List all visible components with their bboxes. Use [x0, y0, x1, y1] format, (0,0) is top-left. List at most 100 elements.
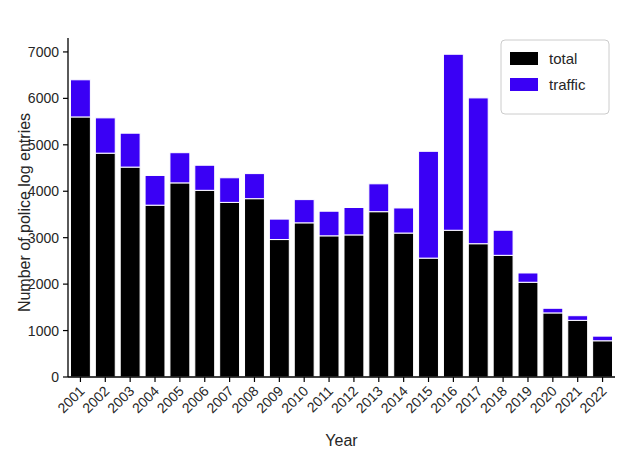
bar	[394, 233, 414, 377]
bar	[518, 282, 538, 377]
x-tick-label: 2002	[79, 383, 112, 416]
y-tick	[63, 237, 68, 238]
x-tick-label: 2013	[353, 383, 386, 416]
bar	[120, 167, 140, 377]
bar	[593, 336, 613, 341]
bar	[369, 184, 389, 212]
bar	[443, 230, 463, 377]
chart-root: 0100020003000400050006000700020012002200…	[0, 0, 639, 461]
y-tick	[63, 330, 68, 331]
x-tick-label: 2006	[179, 383, 212, 416]
x-tick	[279, 377, 280, 382]
x-tick	[602, 377, 603, 382]
bar	[145, 175, 165, 205]
chart-svg: 0100020003000400050006000700020012002200…	[0, 0, 639, 461]
bar	[319, 211, 339, 236]
x-tick	[527, 377, 528, 382]
bar	[269, 219, 289, 239]
x-tick	[478, 377, 479, 382]
bar	[394, 208, 414, 233]
x-tick-label: 2014	[377, 383, 410, 416]
x-tick	[229, 377, 230, 382]
bar	[319, 236, 339, 377]
bar	[543, 308, 563, 313]
legend-label: traffic	[549, 76, 586, 93]
x-tick-label: 2022	[576, 383, 609, 416]
bar	[468, 98, 488, 244]
x-tick	[154, 377, 155, 382]
y-tick-label: 6000	[28, 90, 59, 106]
y-tick	[63, 144, 68, 145]
legend: total traffic	[501, 40, 609, 114]
bar	[493, 255, 513, 377]
y-tick-label: 7000	[28, 44, 59, 60]
bar	[220, 202, 240, 377]
y-tick	[63, 284, 68, 285]
bar	[294, 223, 314, 377]
x-tick	[179, 377, 180, 382]
bar	[245, 174, 265, 199]
x-tick-label: 2012	[328, 383, 361, 416]
x-axis	[68, 376, 615, 377]
legend-box	[501, 40, 609, 114]
bar	[220, 178, 240, 203]
x-tick-label: 2016	[427, 383, 460, 416]
bar	[120, 133, 140, 167]
bar	[419, 151, 439, 258]
x-tick-label: 2021	[551, 383, 584, 416]
x-tick-label: 2001	[54, 383, 87, 416]
x-tick-label: 2009	[253, 383, 286, 416]
background	[0, 0, 639, 461]
x-tick	[204, 377, 205, 382]
x-tick	[80, 377, 81, 382]
x-tick	[428, 377, 429, 382]
x-tick-label: 2003	[104, 383, 137, 416]
bar	[369, 212, 389, 377]
x-tick	[328, 377, 329, 382]
x-tick	[403, 377, 404, 382]
bar	[95, 153, 115, 377]
bar	[145, 205, 165, 377]
bar	[70, 80, 90, 117]
legend-label: total	[549, 50, 577, 67]
y-tick	[63, 98, 68, 99]
y-tick	[63, 376, 68, 377]
bar	[419, 258, 439, 377]
bar	[294, 200, 314, 223]
bar	[195, 190, 215, 377]
bar	[468, 244, 488, 377]
x-tick-label: 2005	[154, 383, 187, 416]
bar	[568, 320, 588, 377]
y-tick-label: 0	[51, 369, 59, 385]
x-tick-label: 2017	[452, 383, 485, 416]
bar	[245, 199, 265, 377]
bar	[269, 240, 289, 377]
x-tick-label: 2010	[278, 383, 311, 416]
x-tick-label: 2020	[527, 383, 560, 416]
x-tick	[254, 377, 255, 382]
x-tick-label: 2007	[203, 383, 236, 416]
bar	[493, 230, 513, 255]
y-tick	[63, 51, 68, 52]
bar	[70, 117, 90, 377]
x-tick	[105, 377, 106, 382]
x-tick-label: 2019	[502, 383, 535, 416]
x-tick	[130, 377, 131, 382]
x-tick-label: 2018	[477, 383, 510, 416]
x-tick	[552, 377, 553, 382]
bar	[170, 183, 190, 377]
bar	[344, 235, 364, 377]
x-axis-label: Year	[325, 432, 358, 449]
x-tick-label: 2008	[228, 383, 261, 416]
x-tick-label: 2004	[129, 383, 162, 416]
legend-swatch	[510, 52, 538, 65]
y-tick-label: 1000	[28, 323, 59, 339]
bar	[593, 341, 613, 377]
x-tick-label: 2011	[304, 383, 337, 416]
bar	[543, 313, 563, 377]
y-axis	[67, 38, 68, 377]
y-tick	[63, 191, 68, 192]
bar	[344, 208, 364, 235]
y-axis-label: Number of police log entries	[16, 113, 33, 312]
x-tick	[304, 377, 305, 382]
